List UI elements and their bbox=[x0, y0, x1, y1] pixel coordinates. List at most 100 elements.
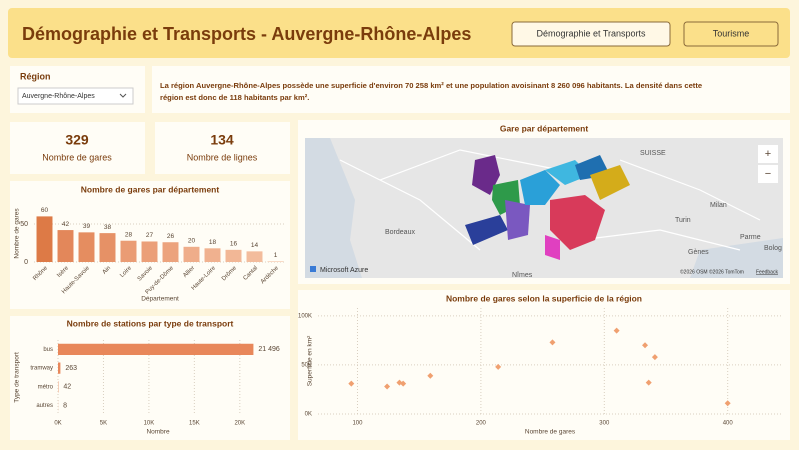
chart-title: Nombre de gares selon la superficie de l… bbox=[446, 293, 642, 303]
chart-title: Nombre de gares par département bbox=[81, 184, 220, 194]
x-tick-label: Ain bbox=[102, 265, 112, 275]
zoom-icon[interactable]: − bbox=[765, 168, 771, 180]
y-axis-label: Type de transport bbox=[14, 352, 21, 403]
bar bbox=[58, 343, 254, 355]
slicer-label: Région bbox=[20, 71, 51, 81]
bar bbox=[141, 241, 158, 262]
data-label: 38 bbox=[104, 224, 112, 231]
x-tick-label: 15K bbox=[189, 421, 200, 427]
data-label: 20 bbox=[188, 238, 196, 245]
region-blob bbox=[550, 195, 605, 250]
bar bbox=[162, 242, 179, 262]
card-value: 329 bbox=[65, 132, 89, 148]
point bbox=[645, 379, 652, 386]
y-tick-label: 0 bbox=[24, 259, 28, 266]
page-title: Démographie et Transports - Auvergne-Rhô… bbox=[22, 24, 471, 44]
y-axis-label: Superficie en km² bbox=[307, 335, 314, 386]
map-feedback[interactable]: Feedback bbox=[756, 269, 778, 275]
data-label: 28 bbox=[125, 231, 133, 238]
region-blob bbox=[590, 165, 630, 200]
data-label: 26 bbox=[167, 233, 175, 240]
data-label: 14 bbox=[251, 242, 259, 249]
map-label: Milan bbox=[710, 202, 727, 209]
map: + − Microsoft Azure ©2026 OSM ©2026 TomT… bbox=[305, 138, 783, 278]
bar bbox=[99, 233, 116, 262]
map-title: Gare par département bbox=[500, 123, 589, 133]
bar bbox=[36, 216, 53, 262]
card bbox=[155, 122, 290, 174]
x-tick-label: 200 bbox=[476, 421, 487, 427]
data-label: 1 bbox=[274, 252, 278, 259]
bar bbox=[225, 249, 242, 262]
x-tick-label: 0K bbox=[54, 421, 61, 427]
region-blob bbox=[505, 200, 530, 240]
map-label: Bolog bbox=[764, 245, 782, 252]
x-tick-label: 5K bbox=[100, 421, 107, 427]
point bbox=[400, 380, 407, 387]
x-tick-label: 300 bbox=[599, 421, 610, 427]
data-label: 21 496 bbox=[258, 346, 280, 353]
card-value: 134 bbox=[210, 132, 234, 148]
chart-title: Nombre de stations par type de transport bbox=[67, 318, 234, 328]
point bbox=[724, 400, 731, 407]
x-axis-label: Département bbox=[141, 296, 179, 303]
nav-button[interactable] bbox=[683, 21, 779, 47]
x-tick-label: 10K bbox=[144, 421, 155, 427]
x-tick-label: 20K bbox=[234, 421, 245, 427]
y-tick-label: 50 bbox=[20, 221, 28, 228]
region-blob bbox=[520, 170, 560, 205]
road bbox=[339, 149, 761, 251]
summary-line: région est donc de 118 habitants par km²… bbox=[160, 93, 309, 102]
data-label: 39 bbox=[83, 223, 91, 230]
bar bbox=[57, 230, 74, 262]
x-tick-label: 100 bbox=[352, 421, 363, 427]
map-brand: Microsoft Azure bbox=[320, 267, 368, 274]
region-blob bbox=[465, 215, 508, 245]
card bbox=[10, 122, 145, 174]
bar bbox=[267, 261, 284, 262]
y-tick-label: 0K bbox=[305, 412, 312, 418]
zoom-in[interactable] bbox=[758, 145, 778, 163]
point bbox=[495, 363, 502, 370]
y-tick-label: tramway bbox=[30, 366, 53, 372]
point bbox=[348, 380, 355, 387]
point bbox=[427, 372, 434, 379]
zoom-out[interactable] bbox=[758, 165, 778, 183]
nav-button-label[interactable]: Tourisme bbox=[713, 28, 750, 38]
y-tick-label: 50K bbox=[301, 363, 312, 369]
map-attribution: ©2026 OSM ©2026 TomTom bbox=[680, 268, 744, 275]
data-label: 18 bbox=[209, 239, 217, 246]
dropdown[interactable] bbox=[17, 87, 134, 105]
point bbox=[384, 383, 391, 390]
y-axis-label: Nombre de gares bbox=[14, 208, 21, 259]
dropdown-arrow bbox=[119, 93, 127, 98]
bar bbox=[78, 232, 95, 262]
card-label: Nombre de gares bbox=[42, 152, 112, 162]
map-label: Nîmes bbox=[512, 272, 533, 279]
nav-button[interactable] bbox=[511, 21, 671, 47]
bar bbox=[183, 246, 200, 262]
data-label: 16 bbox=[230, 241, 238, 248]
bar bbox=[58, 362, 61, 374]
map-label: Gènes bbox=[688, 249, 709, 256]
nav-button-label[interactable]: Démographie et Transports bbox=[536, 28, 646, 38]
zoom-icon[interactable]: + bbox=[765, 148, 771, 160]
data-label: 27 bbox=[146, 232, 154, 239]
summary-line: La région Auvergne-Rhône-Alpes possède u… bbox=[160, 81, 702, 90]
point bbox=[549, 339, 556, 346]
x-axis-label: Nombre de gares bbox=[525, 429, 576, 436]
y-tick-label: métro bbox=[38, 384, 54, 390]
y-tick-label: 100K bbox=[298, 313, 312, 319]
point bbox=[642, 342, 649, 349]
dropdown-value[interactable]: Auvergne-Rhône-Alpes bbox=[22, 93, 95, 100]
x-axis-label: Nombre bbox=[146, 429, 170, 436]
bar bbox=[246, 251, 263, 262]
map-label: Bordeaux bbox=[385, 229, 415, 236]
x-tick-label: 400 bbox=[723, 421, 734, 427]
data-label: 42 bbox=[62, 221, 70, 228]
bar bbox=[120, 240, 137, 262]
sea bbox=[690, 238, 783, 278]
y-tick-label: bus bbox=[43, 347, 53, 353]
